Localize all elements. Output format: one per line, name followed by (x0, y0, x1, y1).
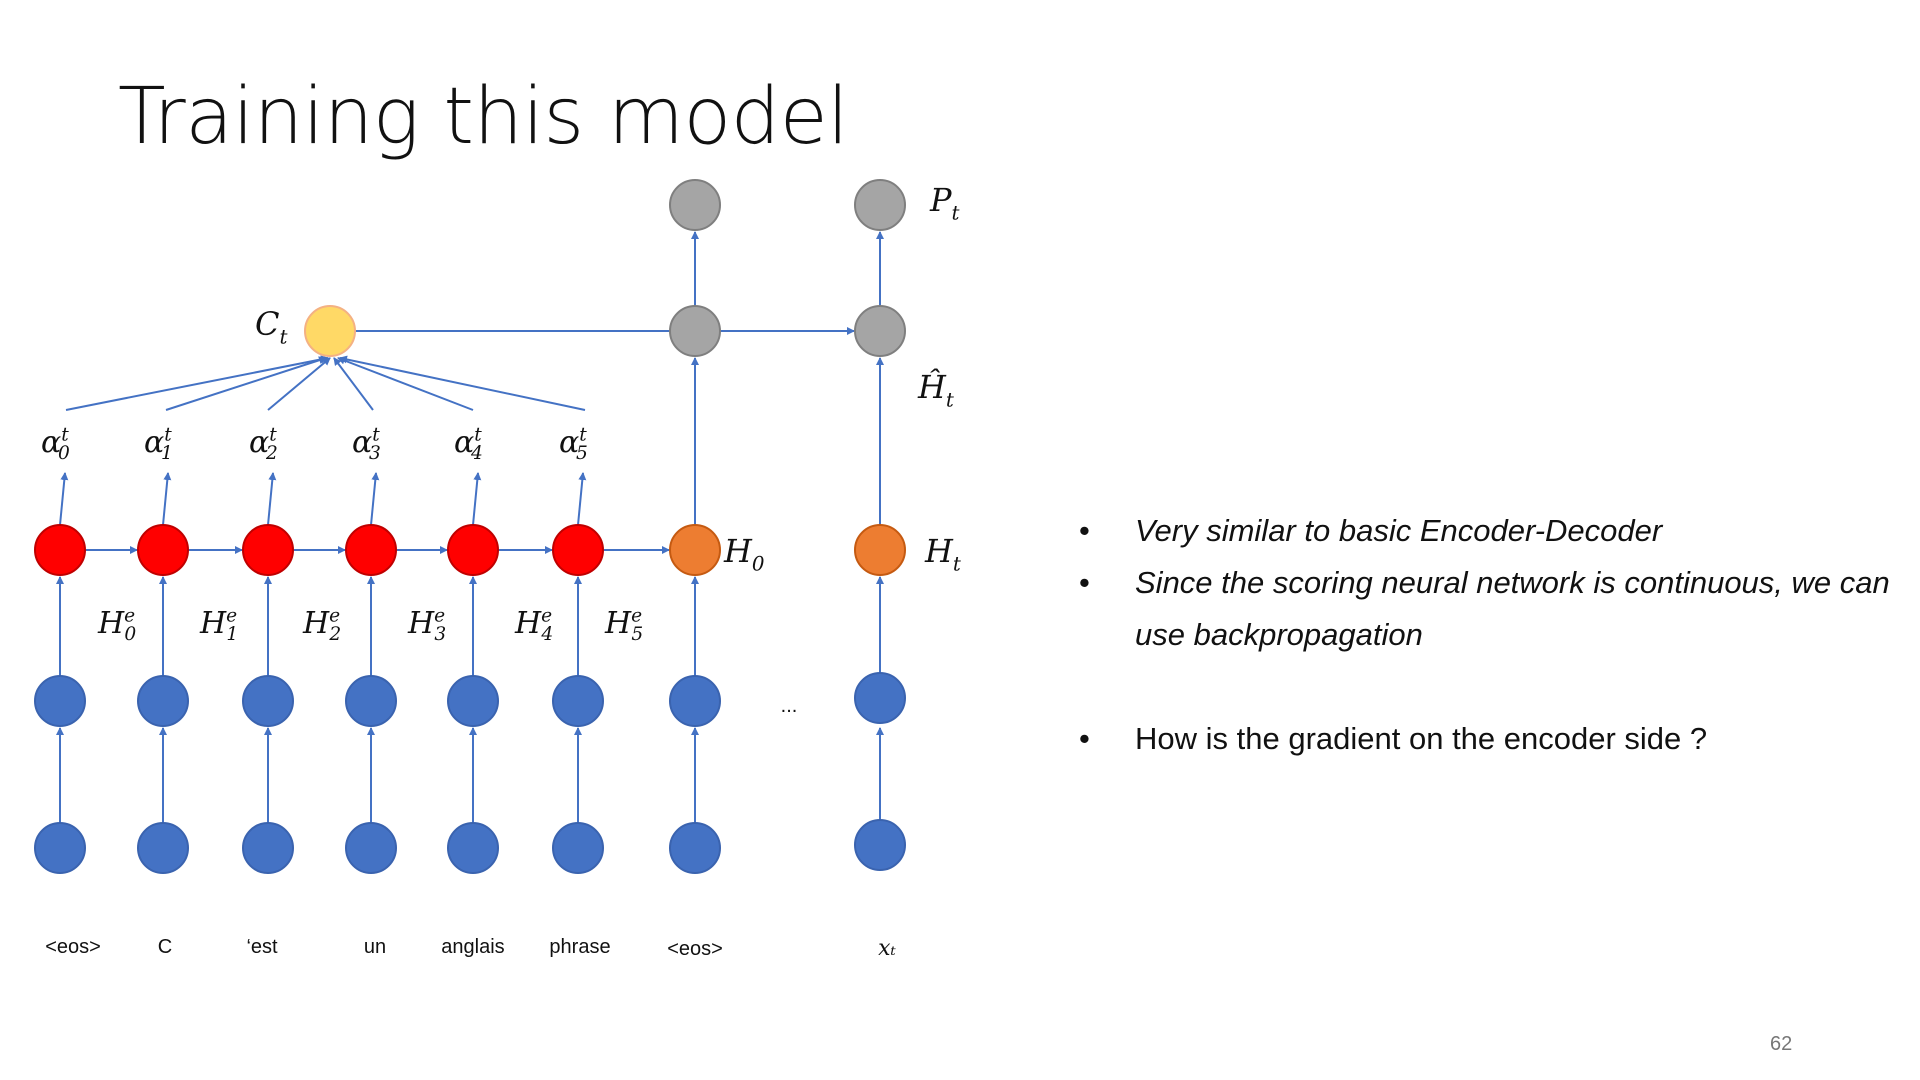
bullet-item: • How is the gradient on the encoder sid… (1075, 713, 1905, 765)
decoder-state-node (669, 524, 721, 576)
input-token-node (34, 822, 86, 874)
input-token-node (345, 822, 397, 874)
encoder-state-node (552, 524, 604, 576)
embedding-node (447, 675, 499, 727)
alpha-to-context-arrow (333, 357, 374, 411)
alpha-weight-label: αt 3 (352, 425, 381, 465)
embedding-node (552, 675, 604, 727)
encoder-state-label: He 2 (302, 606, 341, 646)
alpha-weight-label: αt 5 (559, 425, 588, 465)
encoder-state-label: He 0 (97, 606, 136, 646)
decoder-embedding-node (669, 675, 721, 727)
context-node (304, 305, 356, 357)
alpha-to-context-arrow (165, 356, 327, 411)
encoder-state-label: He 5 (604, 606, 643, 646)
decoder-input-node (854, 819, 906, 871)
attention-hidden-node (669, 305, 721, 357)
encoder-state-node (447, 524, 499, 576)
pt-label: Pt (929, 181, 960, 224)
h0-label: H0 (723, 532, 765, 575)
bullet-item: • Very similar to basic Encoder-Decoder (1075, 505, 1905, 557)
encoder-word-label: <eos> (45, 936, 101, 958)
encoder-state-node (345, 524, 397, 576)
diagram-labels: αt 0 αt 1 αt 2 αt 3 αt 4 αt 5 He 0 He 1 He 2 He 3 He 4 He 5 Ct H0… (41, 181, 961, 961)
embedding-node (34, 675, 86, 727)
bullet-text: How is the gradient on the encoder side … (1135, 721, 1708, 756)
embedding-node (242, 675, 294, 727)
embedding-node (137, 675, 189, 727)
alpha-weight-label: αt 1 (144, 425, 173, 465)
context-label: Ct (255, 305, 287, 348)
encoder-state-label: He 3 (407, 606, 446, 646)
diagram-edges (56, 231, 884, 823)
encoder-word-label: C (158, 936, 172, 958)
state-to-alpha-arrow (577, 472, 587, 526)
bullet-item: • Since the scoring neural network is co… (1075, 557, 1905, 661)
bullet-text: Since the scoring neural network is cont… (1135, 565, 1890, 652)
encoder-state-label: He 1 (199, 606, 238, 646)
alpha-to-context-arrow (65, 355, 329, 411)
hhat-label: Ĥt (917, 368, 954, 411)
input-token-node (242, 822, 294, 874)
encoder-state-label: He 4 (514, 606, 553, 646)
state-to-alpha-arrow (267, 472, 277, 526)
bullet-dot-icon: • (1079, 565, 1090, 600)
bullet-dot-icon: • (1079, 721, 1090, 756)
state-to-alpha-arrow (370, 472, 380, 526)
diagram-nodes (34, 179, 906, 874)
output-node (854, 179, 906, 231)
input-token-node (137, 822, 189, 874)
encoder-state-node (137, 524, 189, 576)
alpha-weight-label: αt 2 (249, 425, 278, 465)
state-to-alpha-arrow (162, 472, 172, 526)
ellipsis-label: ... (781, 695, 798, 717)
bullet-dot-icon: • (1079, 513, 1090, 548)
ht-label: Ht (924, 532, 961, 575)
decoder-state-node (854, 524, 906, 576)
attention-hidden-node (854, 305, 906, 357)
input-token-node (447, 822, 499, 874)
alpha-weight-label: αt 0 (41, 425, 70, 465)
bullet-text: Very similar to basic Encoder-Decoder (1135, 513, 1663, 548)
bullet-list: • Very similar to basic Encoder-Decoder … (1075, 505, 1905, 765)
encoder-word-label: ‘est (246, 936, 278, 958)
slide-title: Training this model (118, 72, 849, 162)
state-to-alpha-arrow (59, 472, 69, 526)
encoder-word-label: un (364, 936, 386, 958)
decoder-word-label: <eos> (667, 938, 723, 960)
alpha-to-context-arrow (339, 355, 586, 411)
alpha-weight-label: αt 4 (454, 425, 483, 465)
attention-diagram: αt 0 αt 1 αt 2 αt 3 αt 4 αt 5 He 0 He 1 He 2 He 3 He 4 He 5 Ct H0… (34, 179, 961, 961)
embedding-node (345, 675, 397, 727)
input-token-node (552, 822, 604, 874)
encoder-state-node (34, 524, 86, 576)
page-number: 62 (1770, 1033, 1793, 1055)
state-to-alpha-arrow (472, 472, 482, 526)
encoder-word-label: phrase (549, 936, 610, 958)
encoder-word-label: anglais (441, 936, 504, 958)
encoder-state-node (242, 524, 294, 576)
decoder-word-label: xₜ (878, 936, 896, 961)
decoder-embedding-node (854, 672, 906, 724)
alpha-to-context-arrow (267, 357, 331, 411)
alpha-to-context-arrow (337, 356, 474, 411)
output-node (669, 179, 721, 231)
decoder-input-node (669, 822, 721, 874)
